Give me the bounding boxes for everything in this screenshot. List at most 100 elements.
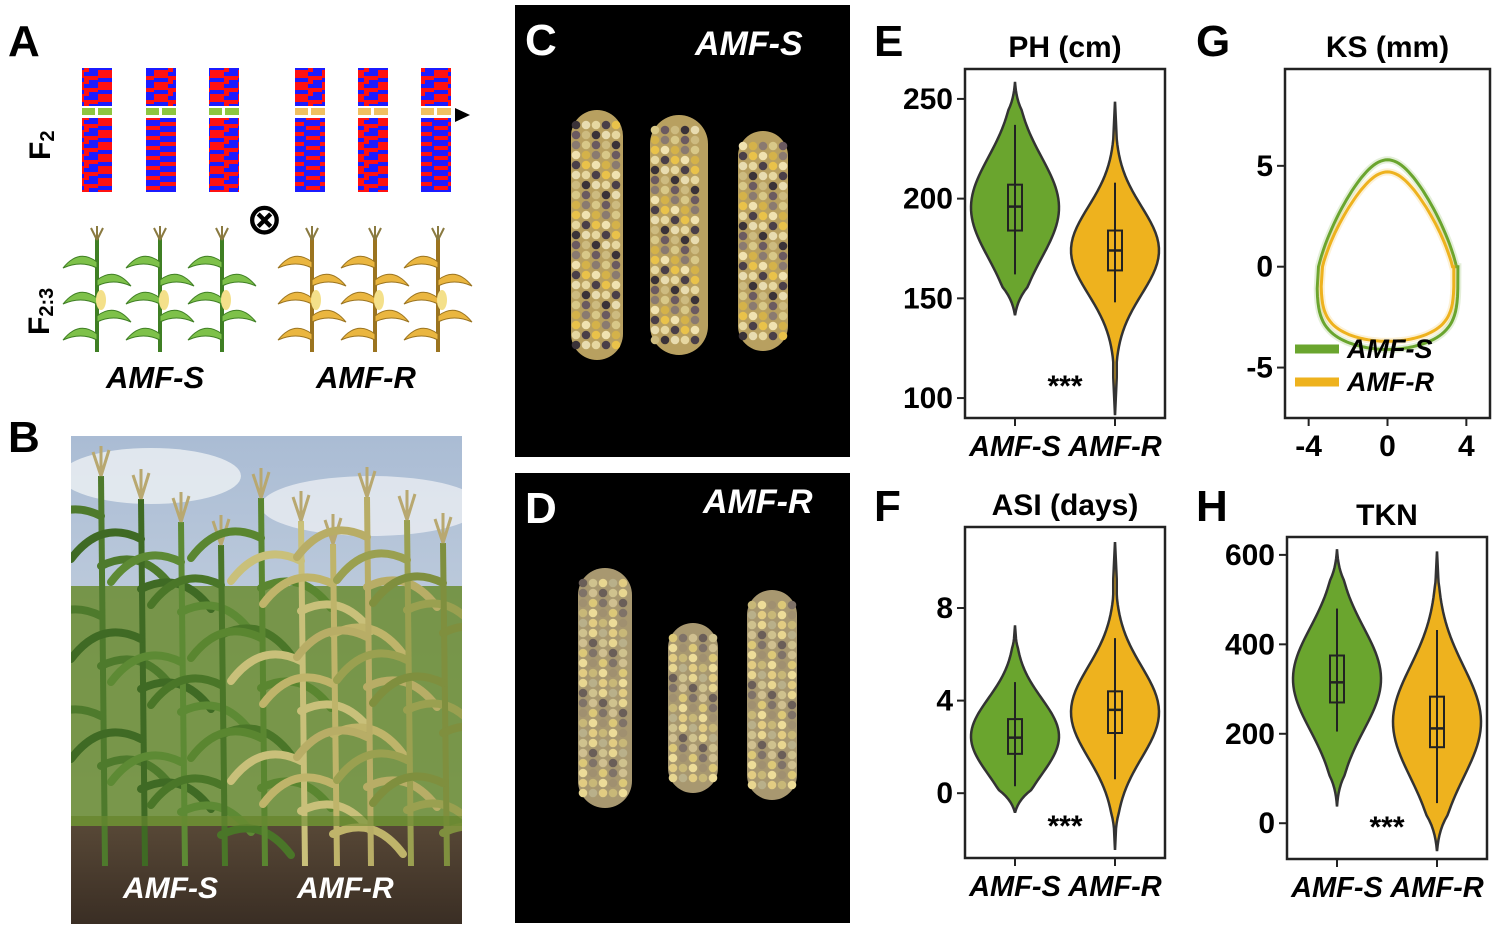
panel-label-c: C [525,16,557,65]
chart-ph: PH (cm) 100 150 200 250 AMF-S AMF-R *** [903,31,1167,463]
corn-leaf [187,627,265,662]
ears-photo-r: D AMF-R [515,473,850,923]
ears-photo-s: C AMF-S [515,5,850,457]
corn-leaf [107,551,185,586]
plot-frame [1283,67,1492,420]
corn-leaf [369,672,447,707]
corn-leaf [297,700,375,735]
photo-label-r: AMF-R [296,872,394,905]
shape-halo-amf-r [1317,168,1458,345]
photo-label-s: AMF-S [122,872,218,905]
plot-frame [963,67,1167,420]
corn-plant-icon [403,226,473,352]
y-tick-label: 400 [1225,628,1275,661]
corn-stalk [98,475,108,867]
corn-tassel [171,492,191,523]
marker-locus-right [437,108,451,115]
chart-asi: ASI (days) 0 4 8 AMF-S AMF-R *** [936,489,1167,903]
corn-stalk [218,544,228,867]
corn-tassel [91,446,111,477]
marker-arrow-icon [455,108,470,122]
corn-leaf [107,651,185,686]
corn-leaf [439,822,462,837]
corn-leaf [71,505,105,520]
corn-stalk [404,519,414,867]
panel-a-graphic [62,68,473,352]
significance-label: *** [1047,810,1082,843]
corn-leaf [187,727,265,762]
y-tick-label: 8 [936,592,953,625]
panel-label-a: A [8,17,40,66]
corn-plants-r [277,226,473,352]
corn-ear [571,110,623,360]
corn-tassel [251,468,271,499]
corn-ear [738,131,788,351]
genotype-bottom-block [358,118,388,192]
y-tick-label: 600 [1225,539,1275,572]
significance-label: *** [1369,811,1404,844]
corn-leaf [297,600,375,635]
y-tick-label: 0 [1256,251,1273,284]
corn-plants-s [62,226,257,352]
group-label-s: AMF-S [106,360,205,395]
genotype-columns [82,68,451,192]
panel-label-f: F [874,482,901,531]
box [1107,690,1123,735]
corn-leaf [369,772,447,807]
corn-leaf [187,527,265,562]
corn-tassel [397,490,417,521]
shape-outline-amf-r [1319,170,1456,343]
corn-leaf [147,574,225,609]
corn-leaf [439,622,462,637]
shape-outline-amf-s [1315,158,1460,351]
genotype-top-block [82,68,112,106]
f2-label: F2 [24,130,60,160]
corn-leaf [217,824,295,859]
marker-locus-right [225,108,239,115]
shape-halo-amf-s [1313,156,1462,353]
box [1329,654,1345,704]
marker-locus-right [374,108,388,115]
corn-leaf [439,722,462,737]
marker-locus-left [82,108,95,115]
corn-plant-icon [125,226,195,352]
chart-tkn: TKN 0 200 400 600 AMF-S AMF-R *** [1225,499,1489,904]
plot-frame [963,525,1167,860]
corn-ear [747,590,797,800]
corn-tassel [433,513,453,544]
y-tick-label: -5 [1246,352,1273,385]
genotype-top-block [421,68,451,106]
legend-label: AMF-R [1346,367,1434,397]
corn-leaf [259,573,337,608]
chart-title: KS (mm) [1326,31,1449,64]
y-tick-label: 4 [936,685,953,718]
corn-tassel [131,469,151,500]
marker-locus-left [146,108,159,115]
corn-ear [650,115,708,355]
x-tick-label: AMF-S [968,871,1061,903]
corn-leaf [71,528,145,563]
corn-leaf [293,526,371,561]
plot-frame [1285,535,1489,861]
y-tick-label: 200 [903,183,953,216]
panel-label-g: G [1196,17,1231,66]
corn-plant-icon [187,226,257,352]
panel-label-h: H [1196,482,1228,531]
y-tick-label: 0 [1258,807,1275,840]
corn-plant-icon [277,226,347,352]
marker-locus-left [209,108,222,115]
photo-title-s: AMF-S [694,25,803,63]
corn-leaf [333,749,411,784]
corn-leaf [71,705,105,720]
legend-label: AMF-S [1346,334,1432,364]
field-photo: AMF-S AMF-R [71,436,462,924]
corn-leaf [107,751,185,786]
corn-leaf [71,728,145,763]
marker-locus-left [421,108,434,115]
corn-leaf [71,628,145,663]
corn-stalk [440,542,450,867]
corn-leaf [293,726,371,761]
corn-plant-icon [62,226,132,352]
corn-leaf [147,774,225,809]
